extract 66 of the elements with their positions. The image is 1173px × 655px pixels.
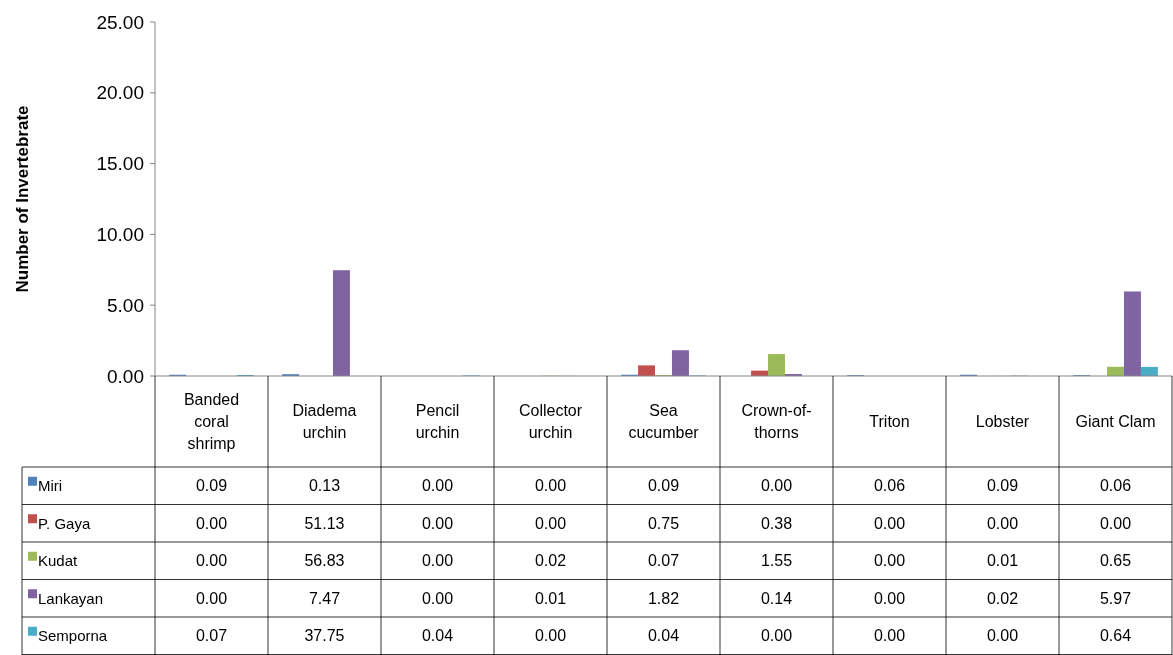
- data-label: 0.14: [760, 589, 793, 607]
- legend-label: Kudat: [38, 552, 79, 569]
- legend-label: Lankayan: [38, 589, 104, 607]
- x-tick-label: Collector urchin: [518, 402, 583, 442]
- data-label: 0.00: [195, 514, 228, 532]
- data-label: 0.00: [760, 477, 793, 495]
- data-label: 0.65: [1099, 552, 1132, 570]
- y-tick-label: 25.00: [96, 11, 144, 33]
- y-tick-label: 10.00: [96, 224, 144, 246]
- data-label: 0.00: [534, 514, 567, 532]
- data-label: 0.01: [534, 589, 567, 607]
- text: 37.75: [304, 627, 345, 645]
- text: 51.13: [304, 514, 345, 532]
- data-label: 0.00: [873, 589, 906, 607]
- data-label: 0.06: [1099, 477, 1132, 495]
- data-label: 0.00: [534, 627, 567, 645]
- data-label: 0.06: [873, 477, 906, 495]
- data-label: 0.00: [986, 627, 1019, 645]
- data-label: 0.00: [534, 477, 567, 495]
- data-label: 0.00: [1099, 514, 1132, 532]
- legend-label: P. Gaya: [38, 514, 91, 532]
- data-label: 0.09: [986, 477, 1019, 495]
- y-tick-label: 0.00: [107, 365, 144, 387]
- data-label: 0.00: [760, 627, 793, 645]
- data-label: 0.00: [873, 552, 906, 570]
- x-tick-label: Crown-of-thorns: [741, 402, 812, 442]
- data-label: 0.09: [647, 477, 680, 495]
- data-label: 0.02: [534, 552, 567, 570]
- data-label: 0.00: [986, 514, 1019, 532]
- data-label: 0.75: [647, 514, 680, 532]
- x-tick-label: Giant Clam: [1075, 413, 1156, 431]
- data-label: 0.38: [760, 514, 793, 532]
- data-label: 0.07: [195, 627, 228, 645]
- x-tick-label: Diadema urchin: [292, 402, 357, 442]
- data-label: 0.00: [421, 589, 454, 607]
- data-label: 0.00: [873, 627, 906, 645]
- x-tick-label: Lobster: [975, 413, 1030, 431]
- x-tick-label: Triton: [869, 413, 910, 431]
- data-label: 0.00: [421, 514, 454, 532]
- data-label: 0.00: [195, 589, 228, 607]
- data-label: 0.00: [873, 514, 906, 532]
- data-label: 7.47: [308, 589, 341, 607]
- legend-label: Miri: [38, 477, 63, 494]
- data-label: 0.00: [195, 552, 228, 570]
- data-label: 0.01: [986, 552, 1019, 570]
- data-label: 0.02: [986, 589, 1019, 607]
- data-label: 0.09: [195, 477, 228, 495]
- y-axis-title: Number of Invertebrate: [13, 105, 32, 293]
- data-label: 0.07: [647, 552, 680, 570]
- data-label: 5.97: [1099, 589, 1132, 607]
- data-label: 0.64: [1099, 627, 1132, 645]
- data-label: 1.55: [760, 552, 793, 570]
- y-tick-label: 5.00: [107, 294, 144, 316]
- data-label: 0.04: [421, 627, 454, 645]
- y-tick-label: 20.00: [96, 82, 144, 104]
- y-tick-label: 15.00: [96, 153, 144, 175]
- data-label: 0.00: [421, 552, 454, 570]
- legend-label: Semporna: [38, 627, 108, 644]
- data-label: 0.00: [421, 477, 454, 495]
- x-tick-label: Banded coral shrimp: [183, 391, 240, 453]
- data-label: 1.82: [647, 589, 680, 607]
- x-tick-label: Pencil urchin: [415, 402, 460, 442]
- data-label: 0.04: [647, 627, 680, 645]
- data-label: 0.13: [308, 477, 341, 495]
- x-tick-label: Sea cucumber: [628, 402, 700, 442]
- text: 56.83: [304, 552, 345, 570]
